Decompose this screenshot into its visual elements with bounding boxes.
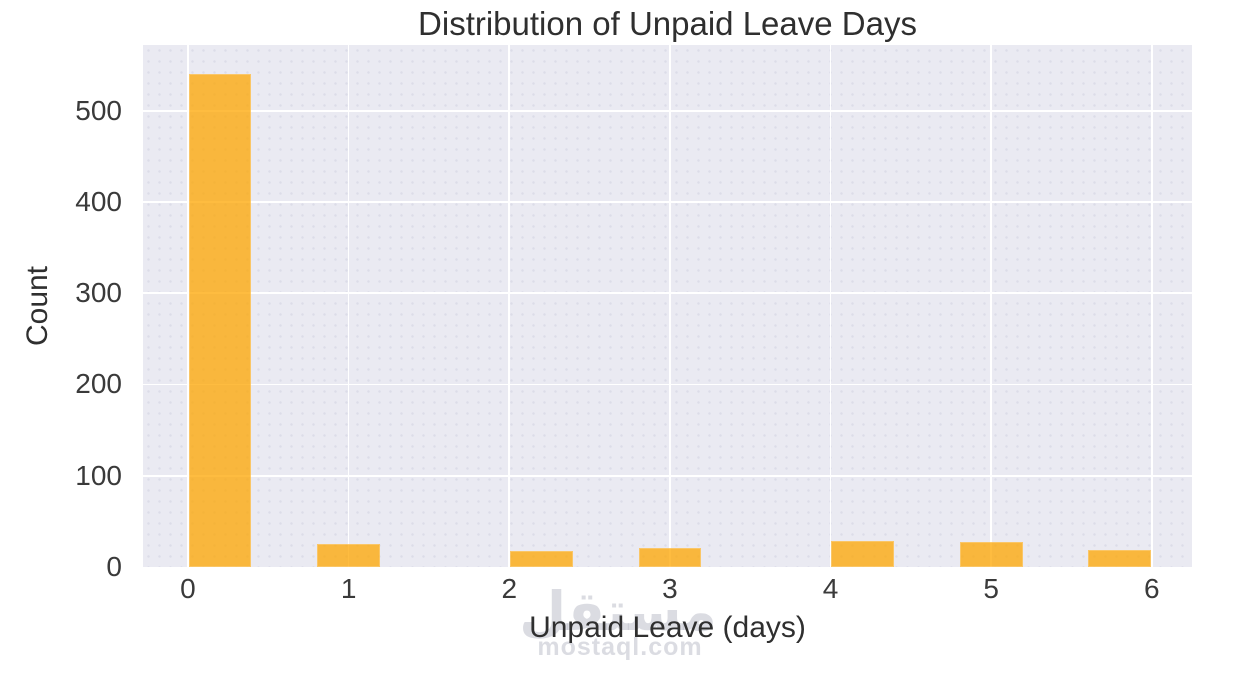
histogram-bar [638,547,702,567]
y-tick-label: 0 [106,551,122,582]
grid-line-vertical [990,45,992,567]
x-tick-label: 0 [180,573,196,604]
y-tick-label: 400 [75,185,122,217]
histogram-bar [1088,549,1152,567]
x-axis-label: Unpaid Leave (days) [529,611,806,644]
y-tick-label: 100 [75,459,122,491]
y-tick-label: 200 [75,368,122,400]
histogram-bar [188,74,252,567]
plot-area [143,45,1192,567]
x-tick-label: 5 [983,573,999,604]
x-tick-label: 4 [822,573,839,604]
grid-line-vertical [669,45,671,567]
histogram-bar [831,541,894,567]
grid-line-horizontal [143,383,1192,386]
grid-line-vertical [1151,45,1153,567]
x-tick-label: 6 [1144,573,1160,604]
y-tick-label: 500 [75,94,122,126]
grid-line-horizontal [143,292,1192,295]
grid-line-vertical [829,45,832,567]
grid-line-vertical [187,45,189,567]
y-tick-label: 300 [75,277,122,309]
x-tick-label: 1 [340,573,357,604]
grid-line-vertical [508,45,511,567]
histogram-bar [317,544,380,567]
grid-line-horizontal [143,201,1192,203]
histogram-bar [510,550,573,567]
chart-title: Distribution of Unpaid Leave Days [418,5,917,42]
histogram-bar [959,542,1023,567]
grid-line-vertical [347,45,350,567]
grid-line-horizontal [143,474,1192,477]
x-tick-label: 2 [501,573,518,604]
grid-line-horizontal [143,109,1192,112]
x-tick-label: 3 [662,573,678,604]
